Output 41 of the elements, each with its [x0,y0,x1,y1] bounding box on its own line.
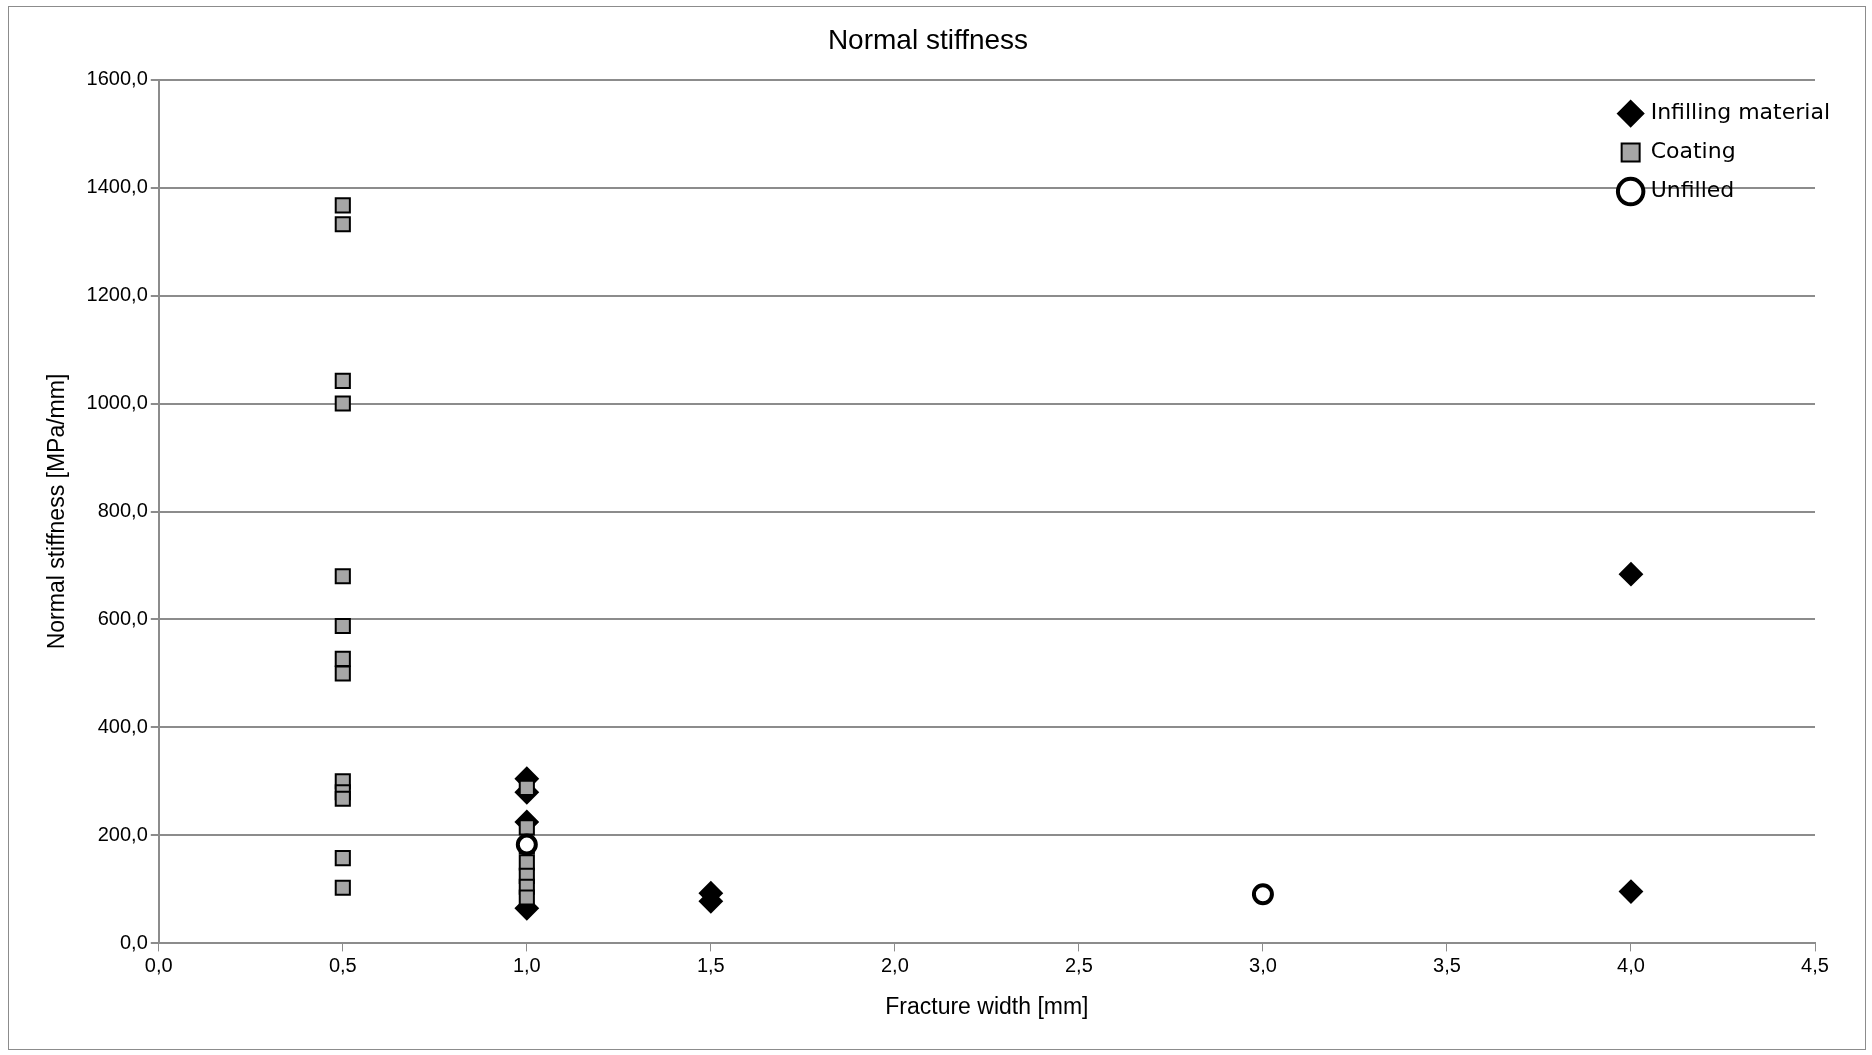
x-tick-label: 4,0 [1617,953,1645,976]
y-axis-title: Normal stiffness [MPa/mm] [43,373,70,650]
y-tick-label: 200,0 [97,822,148,845]
x-tick-label: 4,5 [1801,953,1829,976]
point [1251,883,1274,906]
point [334,568,351,585]
y-tick-label: 1000,0 [86,391,148,414]
legend-label: Coating [1650,138,1736,164]
legend-label: Unfilled [1650,177,1735,203]
point [518,889,535,906]
point [1618,879,1643,904]
x-tick-label: 3,5 [1433,953,1461,976]
point [515,833,538,856]
point [334,216,351,233]
x-tick-label: 0,5 [328,953,357,976]
x-tick-label: 0,0 [144,953,173,976]
point [518,819,535,836]
x-tick-label: 1,0 [512,953,541,976]
point [334,665,351,682]
y-tick-label: 1600,0 [86,67,148,90]
point [334,790,351,807]
chart-title: Normal stiffness [827,23,1029,55]
y-tick-label: 400,0 [97,714,148,737]
x-tick-label: 1,5 [696,953,725,976]
y-tick-label: 1400,0 [86,175,148,198]
y-tick-label: 0,0 [119,930,148,953]
x-tick-label: 2,0 [880,953,909,976]
point [334,372,351,389]
legend-label: Infilling material [1650,99,1831,125]
point [334,197,351,214]
x-axis-title: Fracture width [mm] [885,992,1089,1019]
point [334,395,351,412]
point [1618,562,1643,587]
x-tick-label: 2,5 [1064,953,1093,976]
y-tick-label: 1200,0 [86,283,148,306]
y-tick-label: 600,0 [97,606,148,629]
point [334,617,351,635]
point [334,879,351,896]
x-tick-label: 3,0 [1249,953,1277,976]
point [334,850,351,867]
y-tick-label: 800,0 [97,499,148,522]
